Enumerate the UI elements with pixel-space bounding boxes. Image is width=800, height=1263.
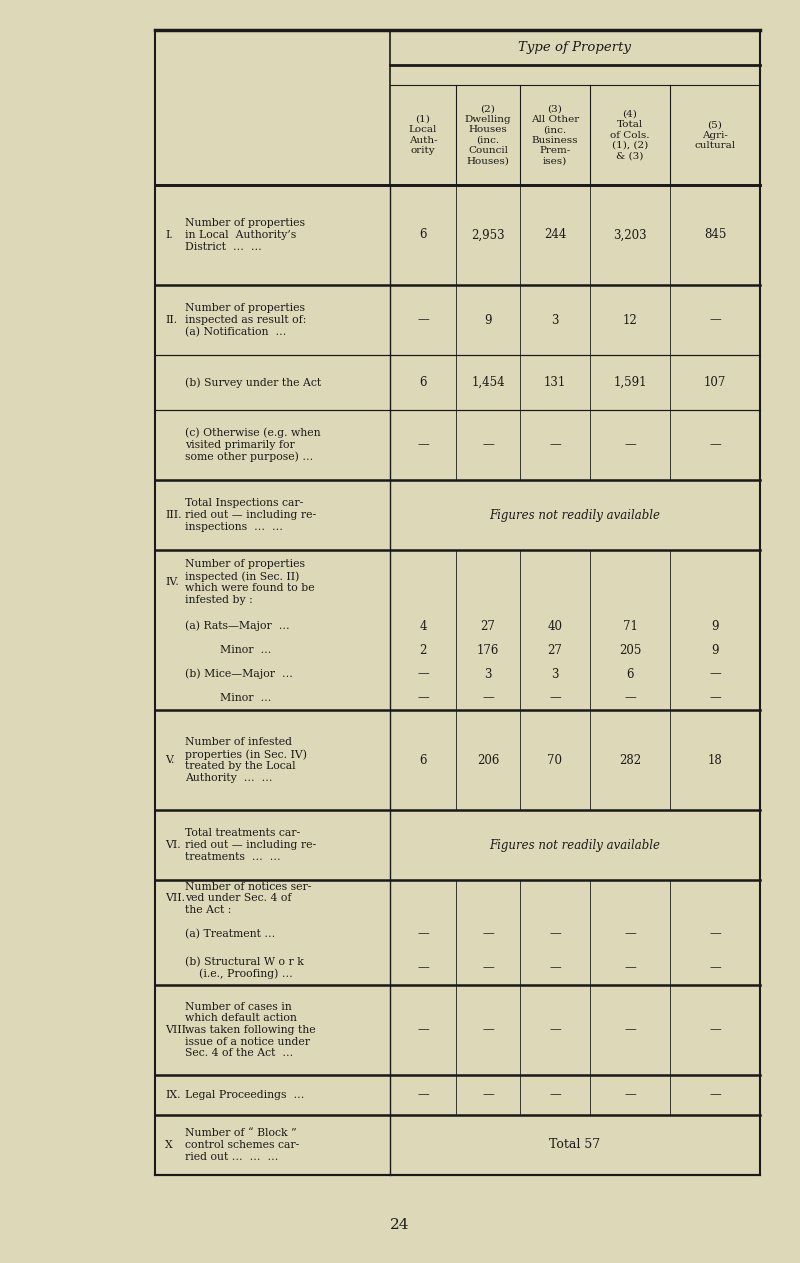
- Text: —: —: [549, 692, 561, 705]
- Text: (5)
Agri-
cultural: (5) Agri- cultural: [694, 120, 735, 150]
- Text: Total treatments car-
ried out — including re-
treatments  …  …: Total treatments car- ried out — includi…: [185, 829, 316, 861]
- Text: 1,591: 1,591: [614, 376, 646, 389]
- Text: 6: 6: [419, 229, 426, 241]
- Text: —: —: [624, 927, 636, 941]
- Text: 206: 206: [477, 754, 499, 767]
- Text: 176: 176: [477, 644, 499, 657]
- Text: —: —: [709, 927, 721, 941]
- Text: Minor  …: Minor …: [185, 693, 271, 703]
- Text: 845: 845: [704, 229, 726, 241]
- Text: 1,454: 1,454: [471, 376, 505, 389]
- Text: VIII.: VIII.: [165, 1026, 190, 1034]
- Text: X: X: [165, 1140, 173, 1151]
- Text: 9: 9: [711, 619, 718, 633]
- Text: 27: 27: [481, 619, 495, 633]
- Text: (2)
Dwelling
Houses
(inc.
Council
Houses): (2) Dwelling Houses (inc. Council Houses…: [465, 105, 511, 165]
- Text: —: —: [549, 1089, 561, 1101]
- Text: 2,953: 2,953: [471, 229, 505, 241]
- Text: —: —: [417, 1089, 429, 1101]
- Text: 4: 4: [419, 619, 426, 633]
- Text: 6: 6: [419, 376, 426, 389]
- Text: —: —: [482, 1089, 494, 1101]
- Text: Number of notices ser-
ved under Sec. 4 of
the Act :: Number of notices ser- ved under Sec. 4 …: [185, 882, 311, 914]
- Text: 282: 282: [619, 754, 641, 767]
- Text: —: —: [482, 692, 494, 705]
- Text: Number of properties
in Local  Authority’s
District  …  …: Number of properties in Local Authority’…: [185, 218, 305, 251]
- Text: —: —: [624, 1023, 636, 1037]
- Text: V.: V.: [165, 755, 174, 765]
- Text: —: —: [417, 692, 429, 705]
- Text: Total 57: Total 57: [550, 1138, 601, 1152]
- Text: 40: 40: [547, 619, 562, 633]
- Text: I.: I.: [165, 230, 173, 240]
- Text: —: —: [624, 692, 636, 705]
- Text: 6: 6: [626, 668, 634, 681]
- Text: (4)
Total
of Cols.
(1), (2)
& (3): (4) Total of Cols. (1), (2) & (3): [610, 110, 650, 160]
- Text: —: —: [482, 927, 494, 941]
- Text: VI.: VI.: [165, 840, 181, 850]
- Text: 70: 70: [547, 754, 562, 767]
- Text: —: —: [709, 1089, 721, 1101]
- Text: VII.: VII.: [165, 893, 185, 903]
- Text: Figures not readily available: Figures not readily available: [490, 839, 661, 851]
- Text: II.: II.: [165, 314, 177, 325]
- Text: —: —: [624, 1089, 636, 1101]
- Text: Total Inspections car-
ried out — including re-
inspections  …  …: Total Inspections car- ried out — includ…: [185, 499, 316, 532]
- Text: —: —: [624, 961, 636, 975]
- Text: —: —: [417, 961, 429, 975]
- Text: —: —: [709, 313, 721, 327]
- Text: —: —: [709, 1023, 721, 1037]
- Text: 131: 131: [544, 376, 566, 389]
- Text: —: —: [624, 438, 636, 451]
- Text: (b) Mice—Major  …: (b) Mice—Major …: [185, 668, 293, 679]
- Text: (b) Structural W o r k
    (i.e., Proofing) …: (b) Structural W o r k (i.e., Proofing) …: [185, 956, 304, 979]
- Text: 3: 3: [551, 668, 558, 681]
- Text: —: —: [417, 313, 429, 327]
- Text: 205: 205: [619, 644, 641, 657]
- Text: IV.: IV.: [165, 577, 178, 587]
- Text: —: —: [549, 961, 561, 975]
- Text: (1)
Local
Auth-
ority: (1) Local Auth- ority: [409, 115, 438, 155]
- Text: Number of cases in
which default action
was taken following the
issue of a notic: Number of cases in which default action …: [185, 1002, 316, 1058]
- Text: Number of “ Block ”
control schemes car-
ried out …  …  …: Number of “ Block ” control schemes car-…: [185, 1128, 299, 1162]
- Text: —: —: [549, 438, 561, 451]
- Text: 9: 9: [711, 644, 718, 657]
- Text: —: —: [709, 692, 721, 705]
- Text: —: —: [417, 927, 429, 941]
- Text: Type of Property: Type of Property: [518, 40, 631, 54]
- Text: 6: 6: [419, 754, 426, 767]
- Text: Number of properties
inspected as result of:
(a) Notification  …: Number of properties inspected as result…: [185, 303, 306, 337]
- Text: —: —: [482, 1023, 494, 1037]
- Text: —: —: [709, 668, 721, 681]
- Text: —: —: [482, 438, 494, 451]
- Text: 3: 3: [484, 668, 492, 681]
- Text: 27: 27: [547, 644, 562, 657]
- Text: Figures not readily available: Figures not readily available: [490, 509, 661, 522]
- Text: 24: 24: [390, 1218, 410, 1231]
- Text: —: —: [482, 961, 494, 975]
- Text: 107: 107: [704, 376, 726, 389]
- Text: 3: 3: [551, 313, 558, 327]
- Text: —: —: [549, 927, 561, 941]
- Text: 3,203: 3,203: [613, 229, 647, 241]
- Text: 2: 2: [419, 644, 426, 657]
- Text: (a) Treatment …: (a) Treatment …: [185, 928, 275, 938]
- Text: —: —: [417, 438, 429, 451]
- Text: 244: 244: [544, 229, 566, 241]
- Text: —: —: [709, 438, 721, 451]
- Text: —: —: [549, 1023, 561, 1037]
- Text: IX.: IX.: [165, 1090, 181, 1100]
- Text: Minor  …: Minor …: [185, 645, 271, 655]
- Text: III.: III.: [165, 510, 182, 520]
- Text: Number of properties
inspected (in Sec. II)
which were found to be
infested by :: Number of properties inspected (in Sec. …: [185, 560, 314, 605]
- Text: 71: 71: [622, 619, 638, 633]
- Text: 18: 18: [708, 754, 722, 767]
- Text: —: —: [709, 961, 721, 975]
- Text: Number of infested
properties (in Sec. IV)
treated by the Local
Authority  …  …: Number of infested properties (in Sec. I…: [185, 738, 307, 783]
- Text: 9: 9: [484, 313, 492, 327]
- Text: (b) Survey under the Act: (b) Survey under the Act: [185, 378, 321, 388]
- Text: (c) Otherwise (e.g. when
visited primarily for
some other purpose) …: (c) Otherwise (e.g. when visited primari…: [185, 428, 321, 462]
- Text: (3)
All Other
(inc.
Business
Prem-
ises): (3) All Other (inc. Business Prem- ises): [531, 105, 579, 165]
- Text: —: —: [417, 668, 429, 681]
- Text: —: —: [417, 1023, 429, 1037]
